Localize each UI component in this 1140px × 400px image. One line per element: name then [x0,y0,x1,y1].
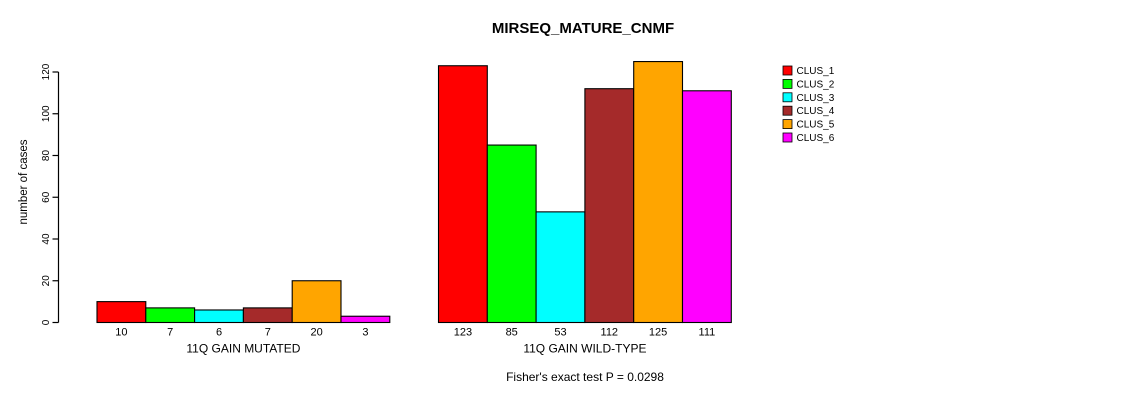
bar-clus_5 [291,280,342,324]
bar-clus_6 [340,315,391,324]
caption: Fisher's exact test P = 0.0298 [506,370,664,384]
bar-clus_2 [486,144,537,324]
y-axis: 0 20 40 60 80 100 120 [41,63,60,325]
legend-label: CLUS_6 [797,133,835,144]
bars-group-1: 123 85 53 112 125 111 [437,61,732,339]
bar-value-label: 3 [362,327,368,339]
legend-label: CLUS_3 [797,93,835,104]
legend-swatch-clus_3 [782,92,793,103]
x-axis-label-wildtype: 11Q GAIN WILD-TYPE [523,342,646,356]
bar-value-label: 111 [699,327,716,339]
bar-value-label: 125 [649,327,667,339]
y-tick-label: 0 [41,319,52,325]
y-tick-label: 100 [41,105,52,122]
bar-value-label: 112 [601,327,619,339]
y-tick-label: 120 [41,63,52,80]
x-axis-label-mutated: 11Q GAIN MUTATED [186,342,300,356]
bar-value-label: 10 [115,327,127,339]
bar-clus_1 [437,65,488,324]
y-tick-label: 60 [41,191,52,203]
y-axis-label: number of cases [18,139,30,224]
bar-value-label: 123 [454,327,472,339]
bars-group-0: 10 7 6 7 20 3 [96,280,391,339]
bar-value-label: 53 [554,327,566,339]
legend-label: CLUS_4 [797,106,835,117]
y-tick-label: 40 [41,233,52,245]
y-tick-label: 20 [41,275,52,287]
bar-value-label: 7 [167,327,173,339]
legend-label: CLUS_5 [797,120,835,131]
bars-layer: 10 7 6 7 20 3 123 85 53 112 125 111 [96,61,732,339]
bar-clus_6 [681,90,732,324]
bar-value-label: 7 [265,327,271,339]
legend-label: CLUS_2 [797,79,835,90]
chart-title: MIRSEQ_MATURE_CNMF [492,20,674,37]
bar-clus_4 [242,307,293,324]
bar-clus_4 [584,88,635,324]
bar-clus_3 [535,211,586,324]
y-tick-label: 80 [41,150,52,162]
bar-clus_2 [145,307,196,324]
legend: CLUS_1 CLUS_2 CLUS_3 CLUS_4 CLUS_5 CLUS_6 [782,65,835,144]
legend-label: CLUS_1 [797,66,835,77]
bar-clus_5 [633,61,684,324]
bar-clus_3 [194,309,244,324]
legend-swatch-clus_4 [782,105,793,116]
legend-swatch-clus_5 [782,119,793,129]
bar-value-label: 85 [506,327,518,339]
bar-value-label: 6 [216,327,222,339]
bar-value-label: 20 [310,327,322,339]
bar-clus_1 [96,301,147,324]
legend-swatch-clus_1 [782,65,793,76]
legend-swatch-clus_6 [782,132,793,143]
legend-swatch-clus_2 [782,79,793,89]
